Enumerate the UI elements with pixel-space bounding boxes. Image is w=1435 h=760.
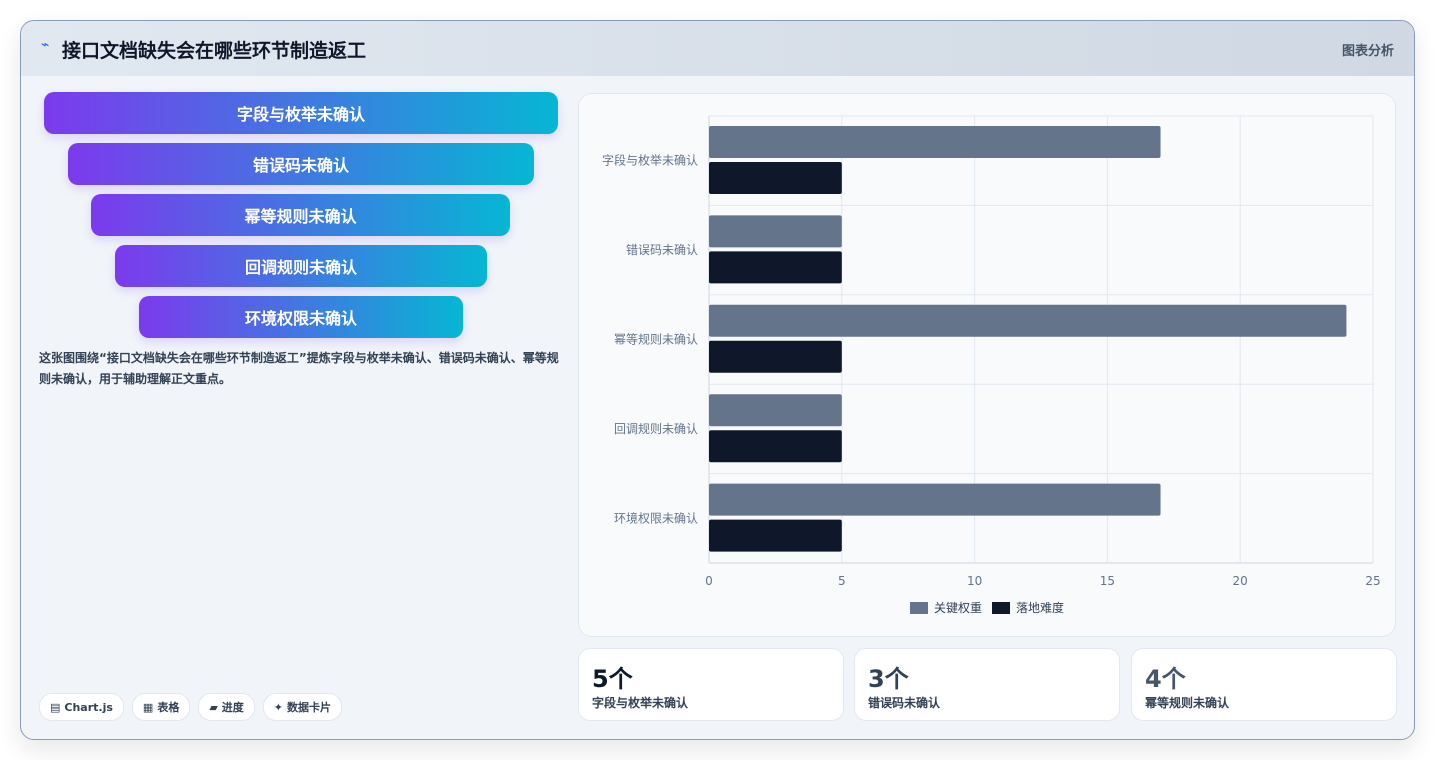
x-tick-label: 0 [705, 574, 713, 588]
bar-chart-card: 0 5 10 15 20 25 字段与枚举未确认错误码未确认幂等规则未确认 回调规则未确认 环境… [578, 93, 1396, 637]
funnel-step-label: 错误码未确认 [252, 156, 349, 175]
trend-line-icon: ⌁ [41, 37, 50, 53]
funnel-step-2: 错误码未确认 [68, 143, 534, 185]
stat-label: 错误码未确认 [868, 696, 941, 710]
legend-swatch [910, 602, 928, 614]
y-tick-label: 回调规则未确认 [614, 421, 698, 436]
stat-card-2: 3个 错误码未确认 [854, 648, 1120, 721]
stat-value: 3个 [868, 665, 909, 693]
x-tick-label: 10 [967, 574, 982, 588]
chip-label: Chart.js [64, 700, 113, 714]
bar-weight [709, 483, 1161, 516]
bar-chart: 0 5 10 15 20 25 字段与枚举未确认错误码未确认幂等规则未确认回调规则未确认环境… [602, 115, 1381, 615]
table-icon: ▦ [142, 700, 154, 714]
y-tick-label: 错误码未确认 [626, 243, 698, 257]
bar-difficulty [709, 162, 842, 194]
panel-header: ⌁ 接口文档缺失会在哪些环节制造返工 图表分析 [21, 21, 1414, 76]
y-tick-label: 幂等规则未确认 [614, 332, 698, 347]
y-tick-label: 环境权限未确认 [614, 510, 698, 525]
bar-weight [709, 304, 1347, 337]
x-tick-label: 5 [838, 574, 846, 588]
bar-difficulty [709, 340, 842, 373]
stat-card-1: 5个 字段与枚举未确认 [578, 648, 844, 721]
chart-icon: ▤ [50, 700, 61, 714]
funnel-step-label: 字段与枚举未确认 [236, 105, 365, 124]
dashboard-panel: ⌁ 接口文档缺失会在哪些环节制造返工 图表分析 字段与枚举未确认 错误码未确认 … [20, 20, 1415, 740]
chart-description: 这张图围绕“接口文档缺失会在哪些环节制造返工”提炼字段与枚举未确认、错误码未确认… [39, 351, 559, 386]
bar-difficulty [709, 251, 842, 284]
legend-label: 关键权重 [934, 601, 982, 615]
x-tick-label: 20 [1233, 574, 1248, 588]
funnel-step-1: 字段与枚举未确认 [44, 92, 558, 134]
legend-label: 落地难度 [1016, 600, 1064, 615]
y-tick-label: 字段与枚举未确认 [602, 153, 698, 168]
legend-swatch [992, 602, 1010, 614]
x-tick-label: 25 [1365, 574, 1380, 588]
stat-label: 字段与枚举未确认 [592, 696, 689, 710]
sparkle-icon: ✦ [273, 700, 284, 714]
stat-card-3: 4个 幂等规则未确认 [1131, 648, 1397, 721]
chip-chartjs[interactable]: ▤ Chart.js [39, 693, 124, 721]
chip-data-card[interactable]: ✦ 数据卡片 [262, 693, 343, 721]
page-title: 接口文档缺失会在哪些环节制造返工 [62, 40, 367, 62]
chip-table[interactable]: ▦ 表格 [131, 693, 191, 721]
bar-difficulty [709, 519, 842, 552]
chart-analysis-tag: 图表分析 [1341, 44, 1394, 59]
chip-label: 进度 [221, 701, 244, 714]
chip-progress[interactable]: ▰ 进度 [198, 693, 255, 721]
bar-weight [709, 126, 1161, 158]
funnel-step-4: 回调规则未确认 [115, 245, 487, 287]
funnel-step-label: 环境权限未确认 [244, 309, 357, 328]
stat-label: 幂等规则未确认 [1145, 696, 1230, 710]
funnel-step-5: 环境权限未确认 [139, 296, 463, 338]
feature-chips: ▤ Chart.js ▦ 表格 ▰ 进度 ✦ 数据卡片 [39, 693, 343, 721]
bar-difficulty [709, 430, 842, 463]
bar-weight [709, 394, 842, 427]
x-tick-label: 15 [1100, 574, 1115, 588]
funnel-step-label: 幂等规则未确认 [244, 207, 357, 226]
chip-label: 表格 [157, 701, 180, 714]
chip-label: 数据卡片 [287, 701, 332, 714]
funnel-step-label: 回调规则未确认 [244, 258, 357, 277]
bar-weight [709, 215, 842, 248]
funnel-step-3: 幂等规则未确认 [91, 194, 510, 236]
progress-icon: ▰ [209, 700, 218, 714]
stat-value: 4个 [1145, 665, 1186, 693]
stat-value: 5个 [592, 665, 633, 693]
